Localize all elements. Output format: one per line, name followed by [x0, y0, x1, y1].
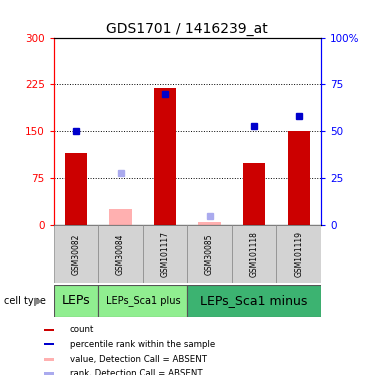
Text: GSM30085: GSM30085 [205, 233, 214, 275]
Bar [44, 329, 54, 331]
Text: LEPs_Sca1 plus: LEPs_Sca1 plus [105, 296, 180, 306]
Title: GDS1701 / 1416239_at: GDS1701 / 1416239_at [106, 22, 268, 36]
Bar [243, 162, 265, 225]
Bar [109, 209, 132, 225]
Bar [198, 222, 221, 225]
Bar [98, 285, 187, 317]
Bar [143, 225, 187, 283]
Bar [54, 285, 98, 317]
Text: rank, Detection Call = ABSENT: rank, Detection Call = ABSENT [70, 369, 202, 375]
Text: count: count [70, 326, 94, 334]
Text: cell type: cell type [4, 296, 46, 306]
Text: LEPs_Sca1 minus: LEPs_Sca1 minus [200, 294, 308, 307]
Bar [187, 225, 232, 283]
Bar [232, 225, 276, 283]
Bar [65, 153, 87, 225]
Bar [288, 131, 310, 225]
Text: GSM30084: GSM30084 [116, 233, 125, 275]
Text: ▶: ▶ [35, 296, 43, 306]
Bar [276, 225, 321, 283]
Text: value, Detection Call = ABSENT: value, Detection Call = ABSENT [70, 355, 207, 364]
Bar [44, 343, 54, 345]
Bar [98, 225, 143, 283]
Text: LEPs: LEPs [62, 294, 91, 307]
Bar [54, 225, 98, 283]
Bar [154, 87, 176, 225]
Bar [44, 372, 54, 375]
Text: percentile rank within the sample: percentile rank within the sample [70, 340, 215, 349]
Text: GSM101117: GSM101117 [161, 231, 170, 277]
Text: GSM30082: GSM30082 [72, 233, 81, 275]
Bar [44, 358, 54, 360]
Bar [187, 285, 321, 317]
Text: GSM101119: GSM101119 [294, 231, 303, 277]
Text: GSM101118: GSM101118 [250, 231, 259, 277]
